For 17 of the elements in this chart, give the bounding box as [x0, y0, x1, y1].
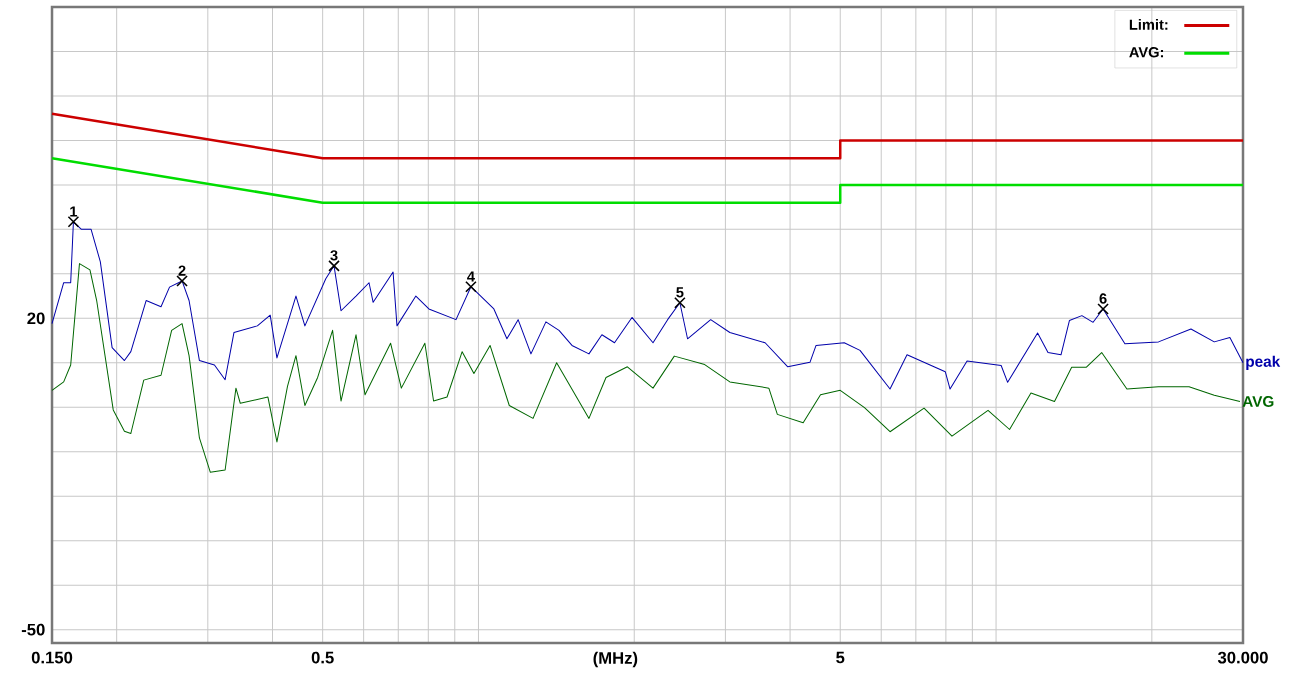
x-tick-label: 5: [836, 651, 845, 664]
annotation: 1: [70, 206, 78, 217]
series-label: peak: [1246, 355, 1281, 370]
x-tick-label: 0.150: [31, 651, 73, 664]
annotation: 3: [330, 250, 338, 261]
series-label: AVG: [1242, 396, 1274, 407]
annotation: 2: [178, 265, 186, 276]
annotation: 4: [467, 271, 475, 282]
x-tick-label: 0.5: [311, 651, 334, 664]
annotation: 5: [676, 287, 684, 298]
y-tick-label: 20: [27, 312, 45, 325]
annotation: 6: [1099, 293, 1107, 304]
legend-label: AVG:: [1129, 47, 1164, 58]
x-tick-label: 30.000: [1217, 651, 1268, 664]
x-axis-title: (MHz): [593, 651, 638, 668]
y-tick-label: -50: [21, 623, 45, 636]
legend-label: Limit:: [1129, 19, 1168, 30]
